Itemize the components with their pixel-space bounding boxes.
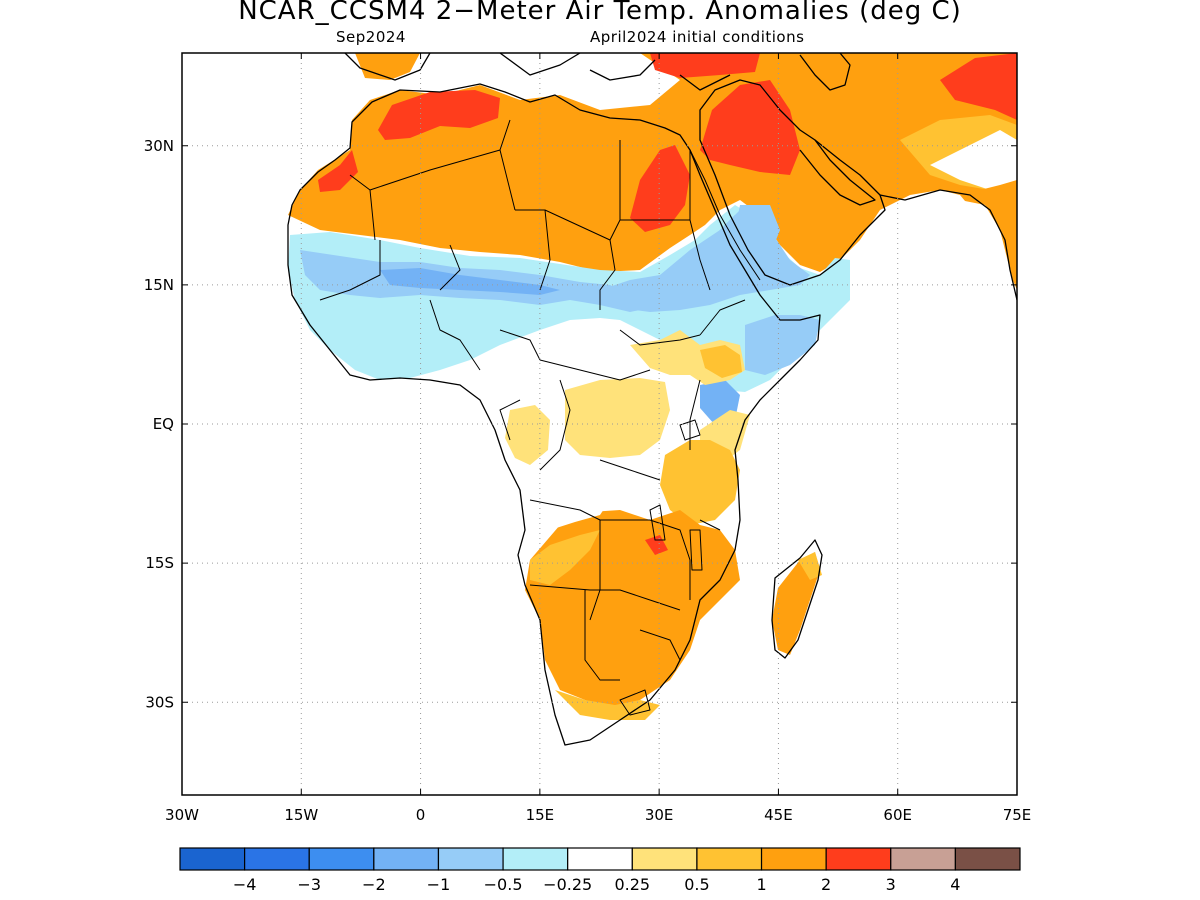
x-tick-label: 30E [645,806,674,824]
colorbar: −4 −3 −2 −1 −0.5 −0.25 0.25 0.5 1 2 3 4 [179,847,1021,894]
colorbar-label: −1 [427,875,451,894]
persian-gulf-coast [799,139,876,206]
anomaly-region-iran-white [930,130,1017,190]
y-tick-label: 15N [144,276,174,294]
country-borders-north [319,119,711,310]
anomaly-region-india-white [960,200,1017,320]
madagascar-coastline [771,539,823,659]
y-tick-label: 30S [145,693,174,711]
forecast-month: Sep2024 [336,28,406,46]
lakes [649,419,703,571]
anomaly-region-angola-white [520,480,610,545]
anomaly-region-gabon-yellow [505,405,550,465]
asia-coastline [879,189,1017,301]
colorbar-swatch [437,847,504,871]
colorbar-swatch [179,847,246,871]
x-tick-label: 15W [284,806,318,824]
x-tick-label: 30W [165,806,199,824]
anomaly-region-egypt-hot [630,145,690,232]
anomaly-region-algeria-hot [378,90,500,140]
colorbar-swatch [760,847,827,871]
x-axis: 30W 15W 0 15E 30E 45E 60E 75E [165,53,1031,824]
x-tick-label: 60E [883,806,912,824]
colorbar-label: 0.5 [684,875,709,894]
anomaly-region-south-africa-light [555,690,660,720]
colorbar-swatch [825,847,892,871]
anomaly-region-horn-blue [745,315,820,375]
anomaly-region-western-sahara-hot [318,150,358,192]
colorbar-swatch [502,847,569,871]
country-borders-south [529,499,721,716]
colorbar-label: 3 [886,875,896,894]
colorbar-swatch [890,847,956,871]
anomaly-region-congo-yellow [565,378,670,458]
anomaly-region-caucasus-hot [650,53,760,78]
y-tick-label: 15S [145,554,174,572]
colorbar-swatch [631,847,698,871]
grid-lines [182,53,1017,795]
anomaly-fields [288,53,1017,720]
anomaly-region-mediterranean-coast [355,53,420,80]
anomaly-region-southern-africa-light [530,530,600,585]
caspian-sea [799,53,851,91]
y-axis: 30N 15N EQ 15S 30S [144,137,1017,711]
colorbar-swatch [567,847,633,871]
colorbar-label: 2 [821,875,831,894]
africa-coastline [287,83,821,746]
colorbar-swatch [373,847,440,871]
colorbar-label: −0.25 [543,875,592,894]
anomaly-region-madagascar [772,552,820,655]
x-tick-label: 75E [1003,806,1032,824]
anomaly-region-sahel-mid-blue [380,268,560,295]
map-title: NCAR_CCSM4 2−Meter Air Temp. Anomalies (… [238,0,962,26]
anomaly-region-tanzania-light-orange [660,440,740,525]
colorbar-swatch [308,847,375,871]
anomaly-region-arabia-blue [735,205,780,255]
coastlines-and-borders [287,53,1017,746]
anomaly-region-madagascar-light [798,552,822,580]
colorbar-label: 4 [950,875,960,894]
x-tick-label: 15E [526,806,555,824]
anomaly-region-ethiopia-light-orange [700,345,742,378]
anomaly-region-central-asia-hot [940,53,1017,120]
colorbar-label: −3 [297,875,321,894]
colorbar-label: −4 [233,875,257,894]
anomaly-region-southern-africa [525,510,740,708]
x-tick-label: 0 [416,806,426,824]
colorbar-label: −2 [362,875,386,894]
colorbar-swatch [696,847,763,871]
y-tick-label: 30N [144,137,174,155]
red-sea [689,149,761,281]
mediterranean-north-coast [344,53,731,91]
colorbar-swatch [244,847,310,871]
colorbar-label: −0.5 [484,875,523,894]
y-tick-label: EQ [153,415,174,433]
colorbar-label: 1 [756,875,766,894]
colorbar-label: 0.25 [614,875,650,894]
initial-conditions: April2024 initial conditions [590,28,805,46]
country-borders-central [429,299,746,481]
x-tick-label: 45E [764,806,793,824]
colorbar-swatch [954,847,1021,871]
